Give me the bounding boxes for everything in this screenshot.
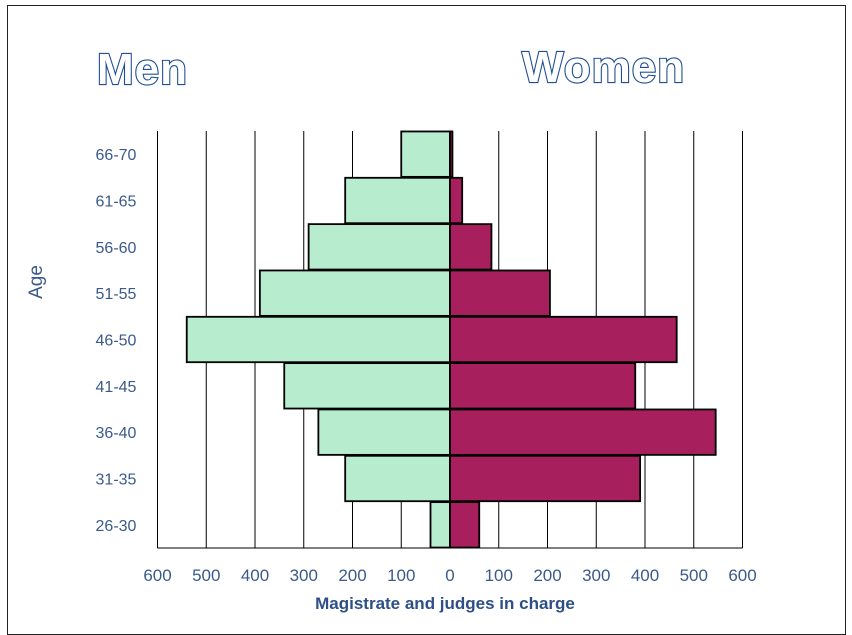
women-bar — [449, 362, 637, 410]
women-bar — [449, 408, 717, 456]
x-tick-label: 400 — [631, 566, 659, 585]
men-bar — [258, 269, 451, 317]
age-category-label: 41-45 — [96, 379, 137, 396]
y-axis-title: Age — [26, 265, 47, 299]
x-tick-label: 600 — [728, 566, 756, 585]
x-tick-label: 500 — [680, 566, 708, 585]
x-tick-label: 100 — [485, 566, 513, 585]
women-bar — [449, 315, 678, 364]
x-tick-label: 400 — [241, 566, 269, 585]
x-tick-label: 100 — [387, 566, 415, 585]
bars — [185, 130, 717, 549]
men-bar — [317, 408, 451, 456]
x-tick-label: 200 — [533, 566, 561, 585]
age-category-label: 36-40 — [96, 425, 137, 442]
women-bar — [449, 454, 642, 503]
women-group-title: Women — [522, 43, 685, 92]
men-group-title: Men — [97, 45, 188, 94]
age-category-label: 56-60 — [96, 240, 137, 257]
age-category-labels: 26-30 31-35 36-40 41-45 46-50 51-55 56-60 61-65… — [96, 147, 137, 535]
x-tick-label: 500 — [192, 566, 220, 585]
x-tick-label: 300 — [582, 566, 610, 585]
women-bar — [449, 130, 454, 178]
age-category-label: 26-30 — [96, 518, 137, 535]
population-pyramid-chart: Men Women 26-30 31-35 36-40 41-45 46-50 51-55… — [26, 42, 757, 613]
men-bar — [429, 501, 451, 549]
men-bar — [344, 176, 451, 225]
men-bar — [283, 362, 451, 410]
men-bar — [185, 315, 451, 364]
men-bar — [344, 454, 451, 503]
men-bar — [400, 130, 451, 178]
women-bar — [449, 176, 464, 225]
x-tick-label: 200 — [338, 566, 366, 585]
age-category-label: 61-65 — [96, 194, 137, 211]
age-category-label: 51-55 — [96, 286, 137, 303]
women-bar — [449, 501, 481, 549]
age-category-label: 46-50 — [96, 333, 137, 350]
women-bar — [449, 223, 493, 271]
age-category-label: 31-35 — [96, 472, 137, 489]
x-axis-title: Magistrate and judges in charge — [315, 594, 575, 613]
x-tick-label: 600 — [143, 566, 171, 585]
x-tick-label: 300 — [290, 566, 318, 585]
women-bar — [449, 269, 551, 317]
age-category-label: 66-70 — [96, 147, 137, 164]
x-tick-labels: 600 500 400 300 200 100 0 100 200 300 400 500 600 — [143, 566, 756, 585]
x-tick-label: 0 — [445, 566, 454, 585]
men-bar — [307, 223, 451, 271]
